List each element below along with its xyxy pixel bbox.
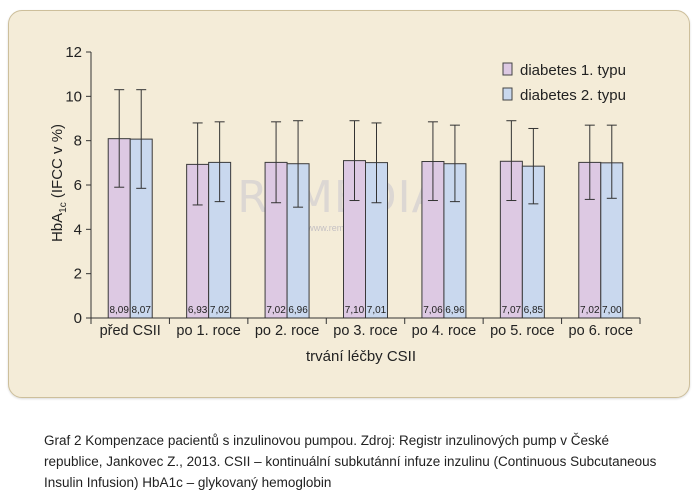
y-tick-label: 6 [74, 177, 82, 194]
x-tick-label: po 2. roce [255, 323, 320, 339]
legend-label-type2: diabetes 2. typu [520, 87, 626, 104]
bar-value-label: 6,96 [445, 305, 465, 316]
bar-value-label: 6,93 [188, 305, 208, 316]
bar-value-label: 7,06 [423, 305, 443, 316]
y-tick-label: 10 [65, 88, 82, 105]
legend-label-type1: diabetes 1. typu [520, 62, 626, 79]
bar-value-label: 7,00 [602, 305, 622, 316]
bar-value-label: 8,09 [109, 305, 129, 316]
data-labels-group: 8,09 6,93 7,02 7,10 7,06 7,07 7,028,07 7,02 6,96… [109, 305, 621, 316]
bar-value-label: 7,01 [367, 305, 387, 316]
bar-value-label: 6,96 [288, 305, 308, 316]
watermark-url: www.remedia.cz [306, 223, 373, 233]
bar-value-label: 7,10 [345, 305, 365, 316]
error-bars-group [114, 89, 617, 208]
bar-value-label: 7,02 [210, 305, 230, 316]
bar-value-label: 7,02 [266, 305, 286, 316]
bars-group [107, 138, 624, 319]
legend: diabetes 1. typu diabetes 2. typu [502, 62, 626, 104]
x-tick-label: po 6. roce [569, 323, 634, 339]
y-tick-label: 0 [74, 310, 82, 327]
bar-value-label: 7,02 [580, 305, 600, 316]
bar-value-label: 6,85 [524, 305, 544, 316]
figure-caption: Graf 2 Kompenzace pacientů s inzulinovou… [44, 433, 657, 490]
x-tick-label: po 3. roce [333, 323, 398, 339]
x-tick-label: po 4. roce [412, 323, 477, 339]
x-tick-label: po 1. roce [176, 323, 241, 339]
y-tick-label: 8 [74, 133, 82, 150]
x-tick-label: před CSII [100, 323, 161, 339]
x-tick-label: po 5. roce [490, 323, 555, 339]
legend-swatch-type2 [502, 87, 513, 101]
legend-swatch-type1 [502, 62, 513, 76]
y-tick-label: 4 [74, 221, 82, 238]
axes-group: 0 2 4 6 8 10 12 před CSII po 1. roce po 2. roce po… [65, 44, 641, 339]
bar-value-label: 7,07 [502, 305, 522, 316]
y-tick-label: 2 [74, 266, 82, 283]
y-axis-title: HbA1c (IFCC v %) [49, 124, 69, 242]
y-tick-label: 12 [65, 44, 82, 61]
bar-value-label: 8,07 [131, 305, 151, 316]
x-axis-title: trvání léčby CSII [306, 348, 416, 365]
